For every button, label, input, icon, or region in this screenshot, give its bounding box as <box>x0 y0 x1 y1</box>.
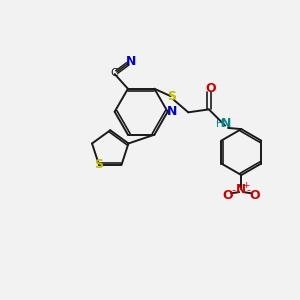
Text: O: O <box>205 82 216 95</box>
Text: O: O <box>249 189 260 202</box>
Text: N: N <box>221 117 232 130</box>
Text: C: C <box>111 68 119 78</box>
Text: S: S <box>94 158 103 171</box>
Text: +: + <box>242 181 250 190</box>
Text: -: - <box>232 185 236 195</box>
Text: N: N <box>236 183 246 196</box>
Text: H: H <box>216 119 224 129</box>
Text: S: S <box>168 90 177 103</box>
Text: -: - <box>247 185 250 195</box>
Text: O: O <box>223 189 233 202</box>
Text: N: N <box>167 105 177 118</box>
Text: N: N <box>126 55 136 68</box>
